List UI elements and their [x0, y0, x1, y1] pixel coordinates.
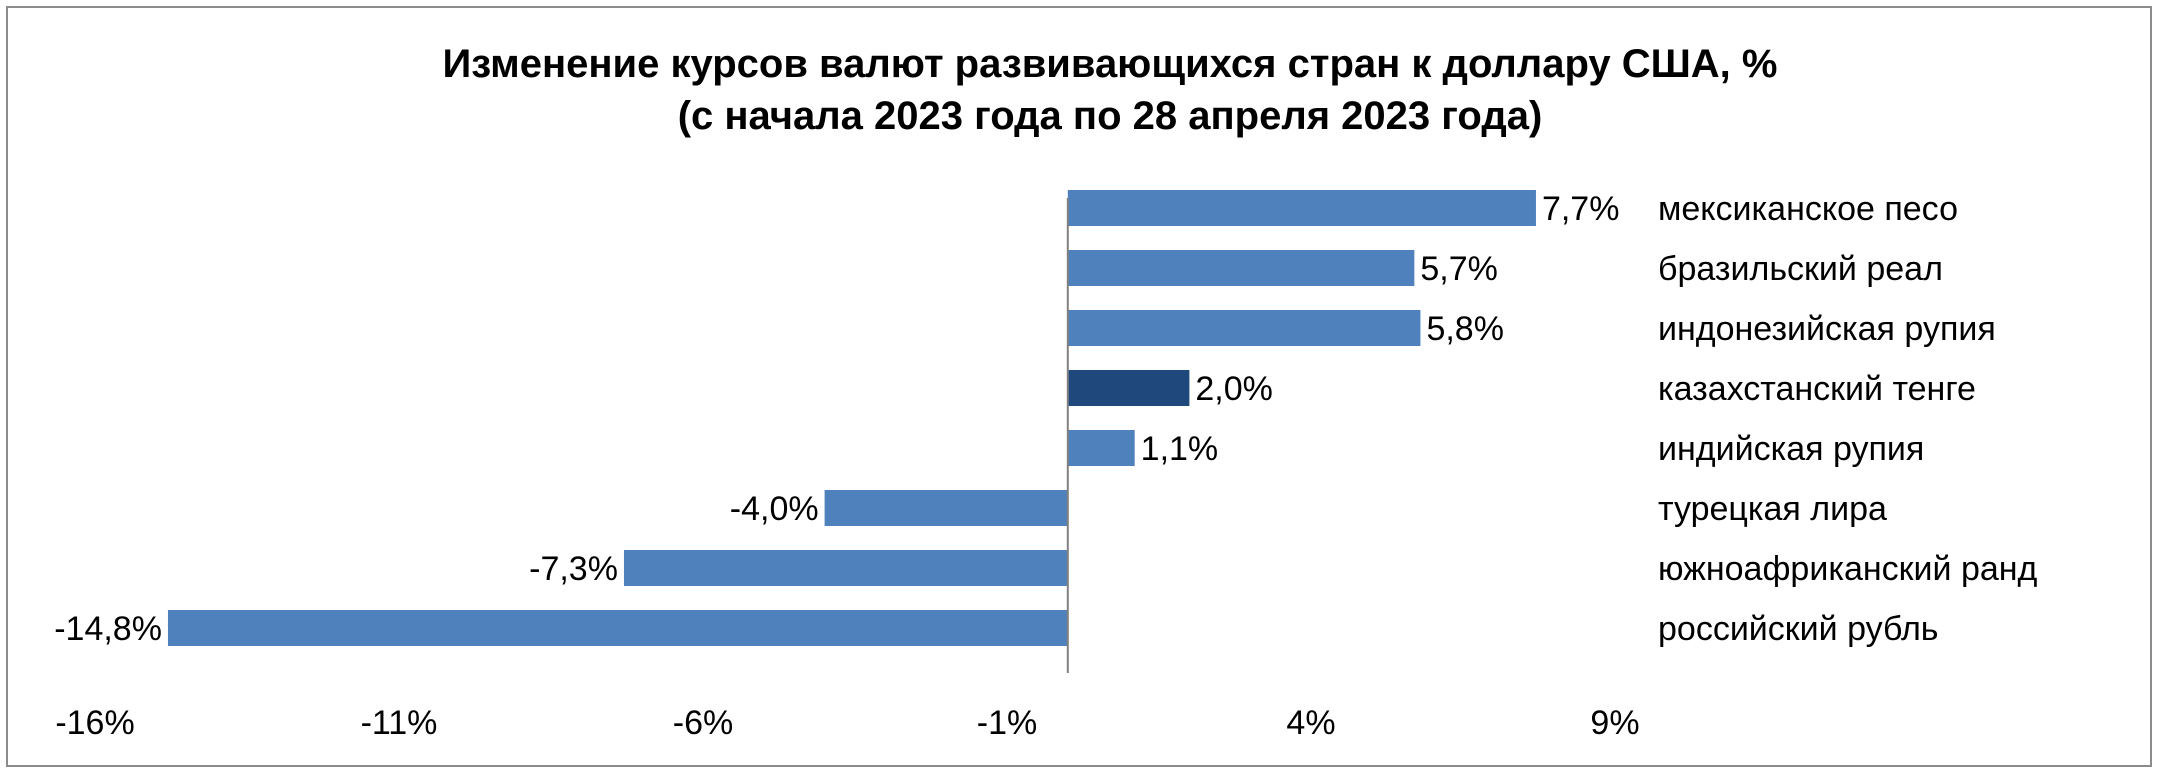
data-label-1: 5,7% — [1420, 250, 1498, 288]
category-label-2: индонезийская рупия — [1658, 310, 1996, 348]
chart-title-line-1: Изменение курсов валют развивающихся стр… — [442, 42, 1778, 86]
x-tick-label-3: -1% — [977, 704, 1037, 742]
x-tick-label-0: -16% — [55, 704, 134, 742]
bar-3 — [1067, 370, 1190, 406]
category-label-5: турецкая лира — [1658, 490, 1887, 528]
bar-4 — [1067, 430, 1135, 466]
bar-2 — [1067, 310, 1421, 346]
chart-title: Изменение курсов валют развивающихся стр… — [0, 38, 2160, 142]
category-label-3: казахстанский тенге — [1658, 370, 1976, 408]
bar-6 — [623, 550, 1068, 586]
bar-5 — [824, 490, 1068, 526]
data-label-5: -4,0% — [730, 490, 819, 528]
chart-title-line-2: (с начала 2023 года по 28 апреля 2023 го… — [677, 94, 1543, 138]
data-label-2: 5,8% — [1426, 310, 1504, 348]
bar-7 — [167, 610, 1068, 646]
category-label-0: мексиканское песо — [1658, 190, 1958, 228]
category-label-6: южноафриканский ранд — [1658, 550, 2038, 588]
data-label-7: -14,8% — [54, 610, 162, 648]
data-label-4: 1,1% — [1141, 430, 1219, 468]
category-label-4: индийская рупия — [1658, 430, 1924, 468]
labels-layer: 7,7% мексиканское песо 5,7% бразильский реа… — [54, 190, 2037, 742]
data-label-3: 2,0% — [1195, 370, 1273, 408]
data-label-0: 7,7% — [1542, 190, 1620, 228]
x-tick-label-5: 9% — [1590, 704, 1639, 742]
x-tick-label-4: 4% — [1286, 704, 1335, 742]
x-tick-label-1: -11% — [361, 704, 438, 742]
x-tick-label-2: -6% — [673, 704, 733, 742]
category-label-1: бразильский реал — [1658, 250, 1943, 288]
category-label-7: российский рубль — [1658, 610, 1939, 648]
data-label-6: -7,3% — [529, 550, 618, 588]
bar-0 — [1067, 190, 1536, 226]
bars-layer — [167, 190, 1536, 646]
bar-1 — [1067, 250, 1415, 286]
